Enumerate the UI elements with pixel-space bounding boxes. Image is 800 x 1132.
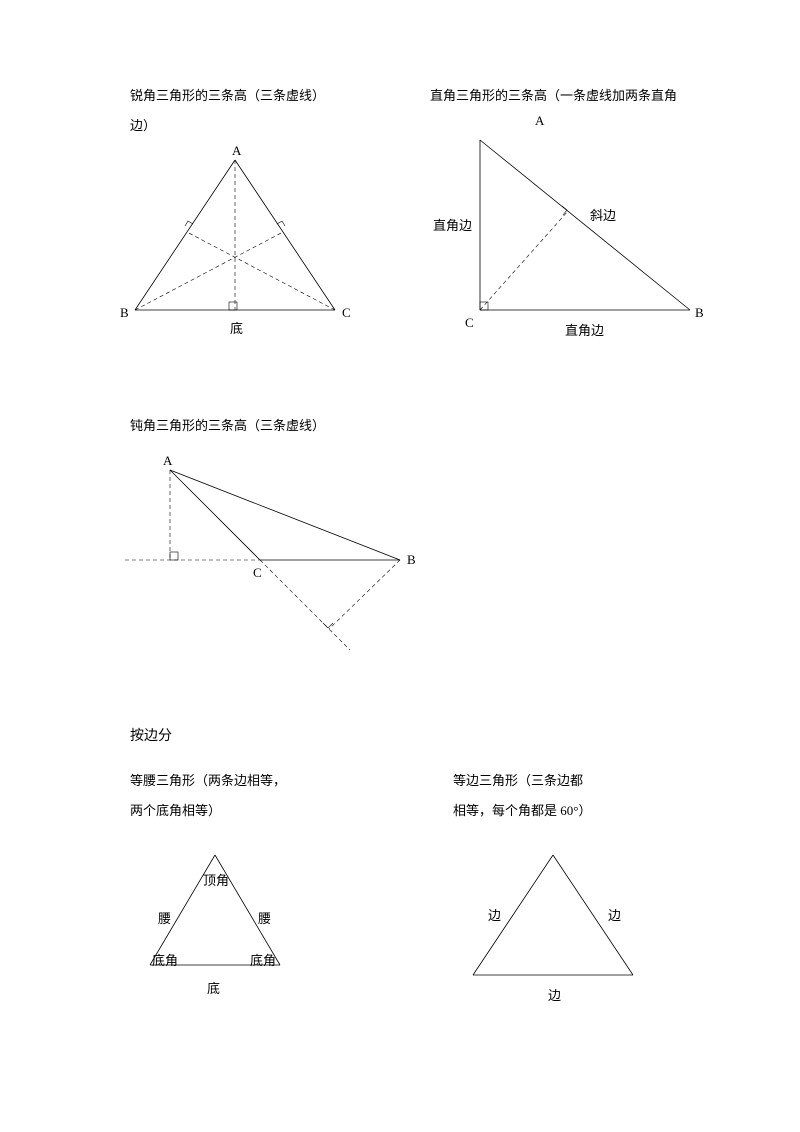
acute-label-base: 底: [230, 318, 243, 337]
iso-title-2: 两个底角相等）: [130, 800, 221, 819]
obtuse-triangle-diagram: [110, 450, 430, 680]
equi-title-1: 等边三角形（三条边都: [453, 770, 583, 789]
equilateral-triangle-diagram: [453, 840, 653, 990]
equi-side-right: 边: [608, 905, 621, 924]
iso-title-1: 等腰三角形（两条边相等，: [130, 770, 286, 789]
acute-triangle-diagram: [125, 140, 355, 340]
iso-baseangle-left: 底角: [152, 950, 178, 969]
obtuse-label-b: B: [407, 552, 416, 568]
by-side-heading: 按边分: [130, 725, 172, 745]
iso-apex: 顶角: [203, 870, 229, 889]
iso-leg-left: 腰: [158, 908, 171, 927]
acute-title-1: 锐角三角形的三条高（三条虚线）: [130, 85, 325, 104]
right-label-leg1: 直角边: [433, 215, 472, 234]
acute-label-a: A: [232, 143, 241, 159]
equi-side-left: 边: [488, 905, 501, 924]
right-label-leg2: 直角边: [565, 320, 604, 339]
obtuse-label-c: C: [253, 565, 262, 581]
equi-title-2: 相等，每个角都是 60°）: [453, 800, 591, 819]
obtuse-title: 钝角三角形的三条高（三条虚线）: [130, 415, 325, 434]
iso-base: 底: [207, 978, 220, 997]
right-title-1: 直角三角形的三条高（一条虚线加两条直角: [430, 85, 677, 104]
equi-side-bottom: 边: [548, 985, 561, 1004]
obtuse-label-a: A: [163, 453, 172, 469]
acute-label-b: B: [120, 305, 129, 321]
right-triangle-diagram: [460, 130, 710, 340]
right-label-a: A: [535, 113, 544, 129]
right-label-hyp: 斜边: [590, 205, 616, 224]
iso-leg-right: 腰: [258, 908, 271, 927]
right-label-c: C: [465, 315, 474, 331]
iso-baseangle-right: 底角: [250, 950, 276, 969]
right-label-b: B: [695, 305, 704, 321]
acute-label-c: C: [342, 305, 351, 321]
acute-title-2: 边）: [130, 115, 156, 134]
